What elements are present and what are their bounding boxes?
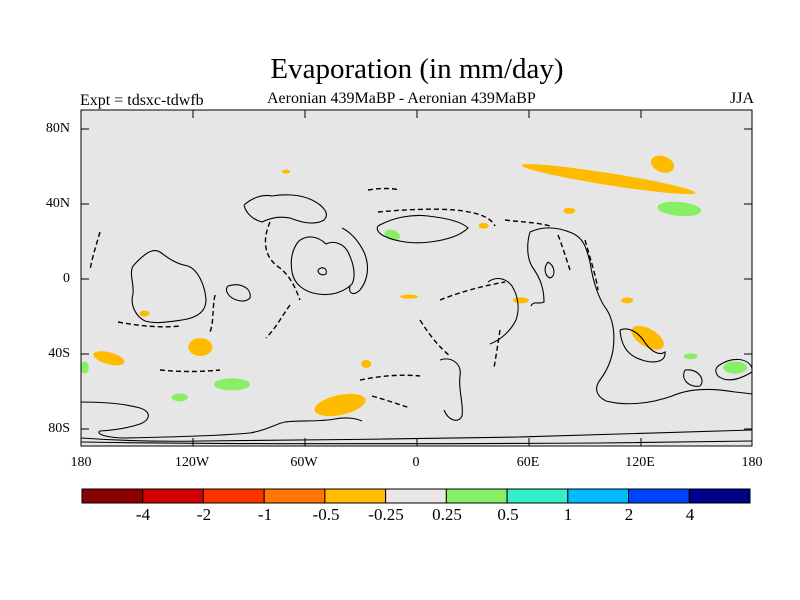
anomaly-patch [621,297,634,304]
lon-tick-label: 120W [174,455,210,470]
coastline [130,250,207,324]
colorbar-box [202,488,265,504]
colorbar-box [688,488,751,504]
coastline [341,227,369,295]
shelf-edge [504,219,551,227]
coastline [527,231,545,307]
shelf-edge [557,234,571,271]
shelf-edges [89,187,599,409]
shelf-edge [117,321,181,328]
coastline [544,261,555,279]
colorbar-box [506,488,569,504]
colorbar-box [263,488,326,504]
anomaly-patch [282,169,291,174]
anomaly-patch [521,164,696,195]
coastline [317,267,327,276]
colorbar-box [385,488,447,504]
colorbar-label: -1 [257,505,273,524]
shelf-edge [439,281,506,301]
coastline [439,358,463,421]
lat-tick-label: 0 [63,271,70,286]
coastlines [80,194,753,445]
lat-tick-label: 80S [48,421,70,436]
colorbar-label: -0.25 [368,505,404,524]
colorbar-label: -4 [135,505,151,524]
colorbar-label: 4 [685,505,695,524]
colorbar-box [324,488,387,504]
colorbar-label: -0.5 [312,505,340,524]
coastline [683,369,703,387]
shelf-edge [493,329,501,369]
anomaly-patch [213,378,250,391]
lon-tick-label: 180 [70,455,92,470]
shelf-edge [89,231,101,271]
anomaly-patch [80,361,89,374]
coastline [487,277,519,345]
lon-tick-label: 60W [290,455,318,470]
lat-tick-label: 40N [45,196,70,211]
colorbar-box [567,488,630,504]
anomaly-patch [683,353,698,360]
shelf-edge [584,239,599,291]
anomaly-patch [171,393,188,402]
shelf-edge [264,221,301,301]
shelf-edge [265,304,291,339]
colorbar-label: 1 [563,505,573,524]
coastline [243,194,327,224]
anomaly-patch [563,207,576,214]
lon-tick-label: 120E [625,455,655,470]
season-label: JJA [729,90,754,107]
lat-tick-label: 80N [45,121,70,136]
coastline [376,214,469,244]
anomaly-layer [80,155,748,417]
anomaly-patch [657,201,702,217]
anomaly-patch [631,325,664,350]
shelf-edge [371,395,411,409]
anomaly-patch [723,361,748,374]
lat-tick-label: 40S [48,346,70,361]
coastline [80,440,753,445]
lon-tick-label: 60E [516,455,540,470]
anomaly-patch [188,338,213,357]
coastline [80,401,363,439]
shelf-edge [367,187,401,191]
map-background [81,110,752,446]
anomaly-patch [512,297,529,304]
coastline [290,236,355,296]
anomaly-patch [478,222,489,229]
lon-tick-label: 180 [741,455,763,470]
shelf-edge [209,294,216,333]
experiment-label: Expt = tdsxc-tdwfb [80,92,204,109]
lon-tick-label: 0 [412,455,420,470]
colorbar-box [445,488,508,504]
anomaly-patch [650,155,675,173]
coastline [715,358,753,381]
colorbar-box [142,488,204,504]
colorbar-label: 0.25 [432,505,462,524]
colorbar-label: -2 [196,505,212,524]
coastline [619,328,666,363]
axis-ticks [81,110,752,446]
colorbar [81,488,751,504]
coastline [529,227,753,405]
shelf-edge [377,208,496,227]
coastline [80,429,753,442]
anomaly-patch [93,351,125,366]
anomaly-patch [314,393,366,417]
anomaly-patch [400,294,419,299]
plot-title: Evaporation (in mm/day) [270,53,564,85]
colorbar-label: 2 [624,505,634,524]
colorbar-box [628,488,690,504]
coastline [225,284,251,302]
anomaly-patch [139,310,150,317]
colorbar-label: 0.5 [497,505,519,524]
shelf-edge [419,319,451,357]
anomaly-patch [361,359,372,368]
comparison-label: Aeronian 439MaBP - Aeronian 439MaBP [267,90,536,107]
colorbar-box [81,488,144,504]
